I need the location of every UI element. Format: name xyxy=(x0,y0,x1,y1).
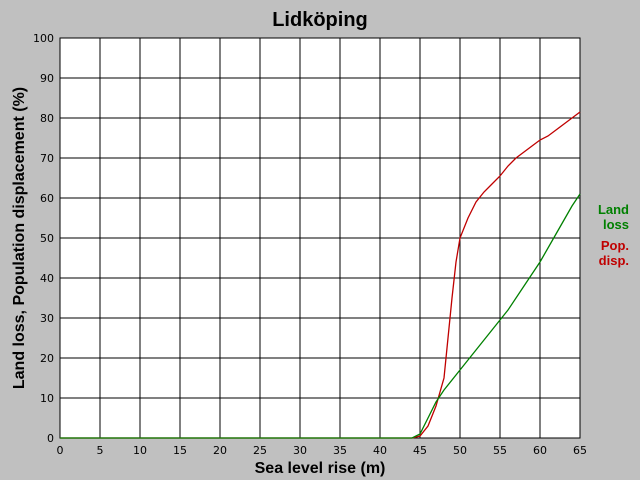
y-tick-label: 40 xyxy=(40,272,54,285)
series-line xyxy=(60,111,581,439)
x-tick-label: 25 xyxy=(253,444,267,457)
x-tick-label: 50 xyxy=(453,444,467,457)
x-tick-label: 0 xyxy=(57,444,64,457)
x-tick-labels: 0 5 10 15 20 25 30 35 40 45 50 55 60 65 xyxy=(57,444,588,457)
x-tick-label: 5 xyxy=(97,444,104,457)
y-axis-label: Land loss, Population displacement (%) xyxy=(11,87,28,389)
x-axis-label: Sea level rise (m) xyxy=(255,460,386,477)
legend-entry: disp. xyxy=(599,253,629,268)
x-tick-label: 55 xyxy=(493,444,507,457)
x-tick-label: 65 xyxy=(573,444,587,457)
y-tick-label: 90 xyxy=(40,72,54,85)
x-tick-label: 35 xyxy=(333,444,347,457)
x-tick-label: 10 xyxy=(133,444,147,457)
series-lines xyxy=(60,111,581,439)
y-tick-label: 30 xyxy=(40,312,54,325)
legend-entry: loss xyxy=(603,217,629,232)
x-tick-label: 20 xyxy=(213,444,227,457)
x-tick-label: 60 xyxy=(533,444,547,457)
y-tick-label: 20 xyxy=(40,352,54,365)
y-tick-label: 70 xyxy=(40,152,54,165)
legend-entry: Land xyxy=(598,202,629,217)
y-tick-label: 0 xyxy=(47,432,54,445)
series-line xyxy=(60,193,581,439)
y-tick-label: 60 xyxy=(40,192,54,205)
x-tick-label: 30 xyxy=(293,444,307,457)
y-tick-labels: 0 10 20 30 40 50 60 70 80 90 100 xyxy=(33,32,54,445)
y-tick-label: 80 xyxy=(40,112,54,125)
legend-entry: Pop. xyxy=(601,238,629,253)
y-tick-label: 100 xyxy=(33,32,54,45)
chart-title: Lidköping xyxy=(272,9,368,31)
y-tick-label: 50 xyxy=(40,232,54,245)
y-tick-label: 10 xyxy=(40,392,54,405)
x-tick-label: 40 xyxy=(373,444,387,457)
x-tick-label: 15 xyxy=(173,444,187,457)
x-tick-label: 45 xyxy=(413,444,427,457)
